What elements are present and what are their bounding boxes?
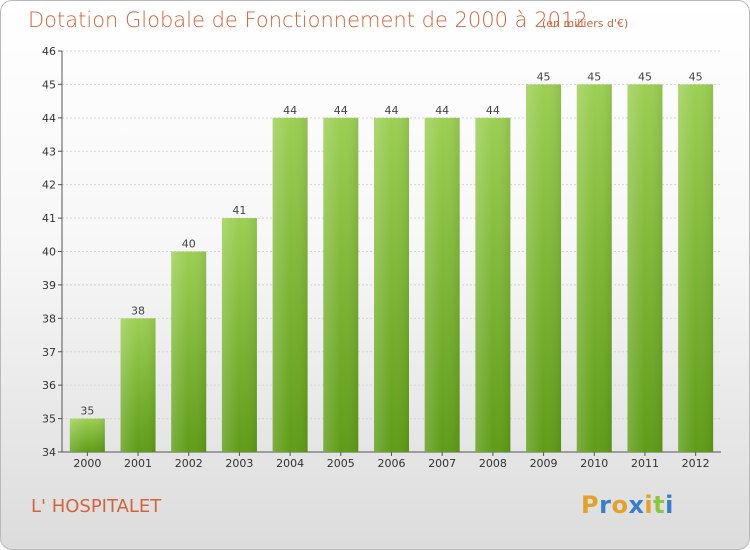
proxiti-logo: Proxiti (581, 491, 674, 519)
data-label: 44 (435, 104, 449, 117)
bar-shine (272, 117, 308, 452)
x-tick-label: 2005 (327, 457, 355, 470)
data-label: 41 (232, 204, 246, 217)
x-tick-label: 2004 (276, 457, 304, 470)
data-label: 45 (689, 70, 703, 83)
y-tick-label: 41 (42, 212, 56, 225)
y-tick-label: 45 (42, 78, 56, 91)
x-tick-label: 2002 (175, 457, 203, 470)
bar-shine (424, 117, 460, 452)
data-label: 44 (283, 104, 297, 117)
x-tick-label: 2011 (631, 457, 659, 470)
bar-shine (171, 251, 207, 452)
y-tick-label: 35 (42, 413, 56, 426)
y-tick-label: 40 (42, 246, 56, 259)
logo-letter: x (628, 491, 645, 519)
logo-letter: r (599, 491, 612, 519)
bar-shine (678, 84, 714, 453)
logo-letter: o (611, 491, 629, 519)
bar-shine (627, 84, 663, 453)
y-tick-label: 36 (42, 379, 56, 392)
bar-shine (120, 318, 156, 452)
x-tick-label: 2003 (225, 457, 253, 470)
logo-letter: i (644, 491, 654, 519)
bar-shine (374, 117, 409, 452)
y-tick-label: 34 (42, 446, 56, 459)
data-label: 44 (486, 104, 500, 117)
bar-shine (323, 117, 359, 452)
x-tick-label: 2008 (479, 457, 507, 470)
bar-shine (475, 117, 511, 452)
x-tick-label: 2006 (378, 457, 406, 470)
y-tick-label: 43 (42, 145, 56, 158)
bar-shine (221, 218, 257, 452)
data-label: 45 (537, 70, 551, 83)
logo-letter: P (581, 491, 600, 519)
y-tick-label: 38 (42, 312, 56, 325)
data-label: 45 (587, 70, 601, 83)
bar-shine (526, 84, 562, 453)
y-tick-label: 44 (42, 112, 56, 125)
data-label: 35 (80, 405, 94, 418)
chart-unit: (en milliers d'€) (542, 17, 629, 30)
data-label: 38 (131, 304, 145, 317)
data-label: 44 (385, 104, 399, 117)
x-tick-label: 2009 (530, 457, 558, 470)
commune-name: L' HOSPITALET (31, 496, 162, 517)
x-tick-label: 2001 (124, 457, 152, 470)
bar-shine (69, 418, 105, 452)
x-tick-label: 2000 (73, 457, 101, 470)
bar-shine (576, 84, 612, 453)
x-tick-label: 2007 (428, 457, 456, 470)
chart-title: Dotation Globale de Fonctionnement de 20… (28, 8, 588, 32)
x-tick-label: 2012 (682, 457, 710, 470)
y-tick-label: 37 (42, 346, 56, 359)
data-label: 40 (182, 238, 196, 251)
y-tick-label: 39 (42, 279, 56, 292)
logo-letter: t (653, 491, 666, 519)
data-label: 44 (334, 104, 348, 117)
data-label: 45 (638, 70, 652, 83)
x-tick-label: 2010 (580, 457, 608, 470)
y-tick-label: 42 (42, 179, 56, 192)
logo-letter: i (665, 491, 674, 519)
y-tick-label: 46 (42, 45, 56, 58)
